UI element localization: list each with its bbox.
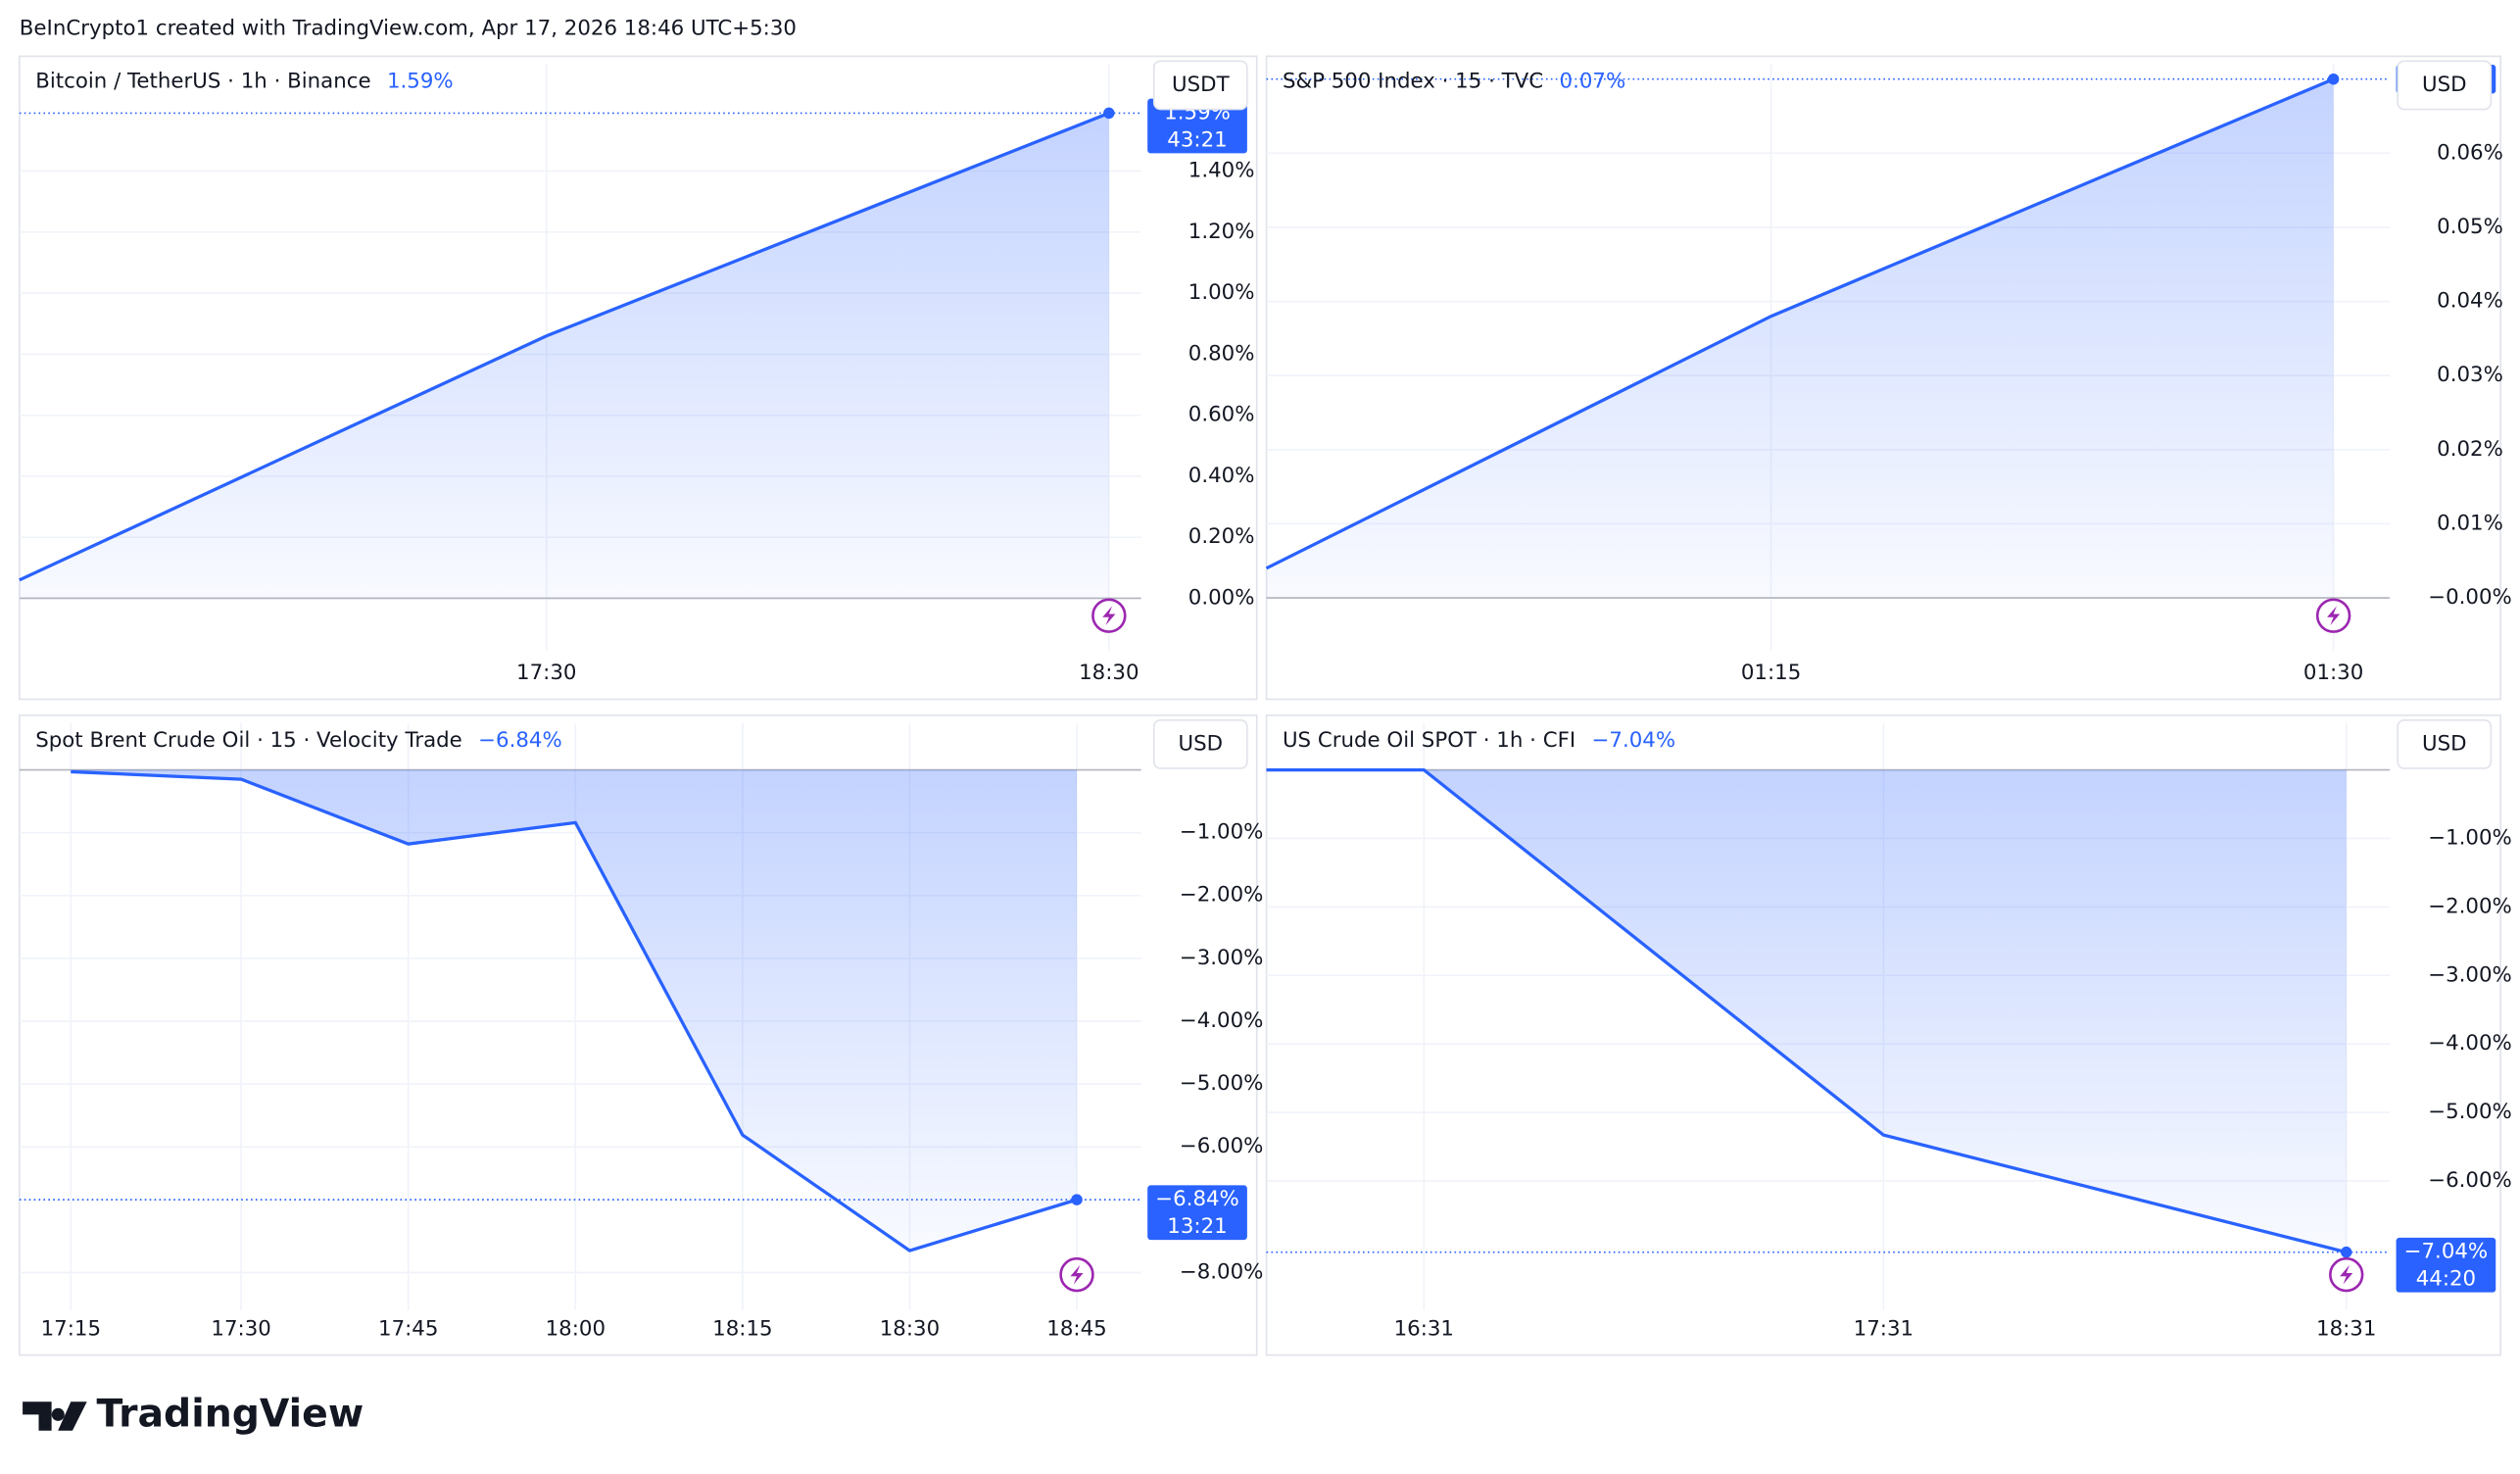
x-tick-label: 18:31 <box>2316 1316 2376 1341</box>
price-tag <box>2396 1237 2496 1293</box>
x-tick-label: 18:30 <box>880 1316 940 1341</box>
price-tag <box>1147 98 1247 154</box>
countdown: 13:21 <box>1167 1214 1227 1239</box>
y-tick-label: 0.05% <box>2437 215 2503 239</box>
unit-box <box>1152 718 1248 769</box>
y-tick-label: −4.00% <box>2428 1031 2512 1056</box>
unit-label: USDT <box>1172 73 1231 97</box>
y-tick-label: 0.03% <box>2437 363 2503 387</box>
unit-box <box>2397 60 2493 111</box>
y-tick-label: −1.00% <box>2428 825 2512 850</box>
y-tick-label: 1.20% <box>1188 220 1255 244</box>
y-tick-label: 0.06% <box>2437 140 2503 165</box>
price-tag <box>1147 1185 1247 1241</box>
y-tick-label: 0.20% <box>1188 524 1255 549</box>
x-tick-label: 17:30 <box>516 661 576 685</box>
line <box>1265 77 2335 570</box>
y-tick-label: −5.00% <box>2428 1100 2512 1124</box>
y-tick-label: −6.00% <box>1180 1134 1264 1158</box>
countdown: 43:21 <box>1167 127 1227 152</box>
x-tick-label: 01:15 <box>1741 661 1801 685</box>
price-tag-label: −7.04% <box>2404 1240 2489 1264</box>
y-tick-label: 0.40% <box>1188 464 1255 488</box>
y-tick-label: −5.00% <box>1180 1071 1264 1096</box>
line <box>19 111 1110 582</box>
area <box>71 769 1078 1252</box>
chart-title: US Crude Oil SPOT · 1h · CFI <box>1283 728 1575 753</box>
unit-label: USD <box>2422 731 2467 756</box>
unit-box <box>1152 60 1248 111</box>
y-tick-label: 0.02% <box>2437 437 2503 462</box>
y-tick-label: 0.60% <box>1188 403 1255 427</box>
change-label: −7.04% <box>1592 728 1676 753</box>
chart-panel: −1.00% −2.00% −3.00% −4.00% −5.00% −6.00% −8.0… <box>18 714 1264 1356</box>
chart-panel: −1.00% −2.00% −3.00% −4.00% −5.00% −6.00% 16:3… <box>1265 714 2512 1356</box>
y-tick-label: −3.00% <box>1180 946 1264 970</box>
chart-title: Spot Brent Crude Oil · 15 · Velocity Tra… <box>35 728 462 753</box>
y-tick-label: −3.00% <box>2428 962 2512 987</box>
last-point <box>1071 1194 1083 1205</box>
y-tick-label: −1.00% <box>1180 820 1264 845</box>
change-label: −6.84% <box>478 728 562 753</box>
chart-title: Bitcoin / TetherUS · 1h · Binance <box>35 70 370 94</box>
header-text: BeInCrypto1 created with TradingView.com… <box>20 17 797 41</box>
y-tick-label: −4.00% <box>1180 1008 1264 1033</box>
price-tag-label: −6.84% <box>1155 1187 1239 1211</box>
y-tick-label: 0.80% <box>1188 341 1255 366</box>
y-tick-label: 0.00% <box>1188 585 1255 610</box>
area <box>19 113 1109 599</box>
chart-panel: 0.00% 0.20% 0.40% 0.60% 0.80% 1.00% 1.20% 1.40%… <box>18 55 1258 701</box>
x-tick-label: 18:00 <box>546 1316 606 1341</box>
x-tick-label: 18:15 <box>712 1316 772 1341</box>
area <box>1266 78 2334 599</box>
line <box>1266 767 2348 1254</box>
logo-text: TradingView <box>97 1391 364 1436</box>
x-tick-label: 17:31 <box>1854 1316 1914 1341</box>
change-label: 1.59% <box>387 70 454 94</box>
event-bolt <box>2327 606 2341 626</box>
last-point <box>1103 107 1115 120</box>
change-label: 0.07% <box>1560 70 1626 94</box>
event-bolt <box>1070 1264 1084 1285</box>
unit-label: USD <box>2422 73 2467 97</box>
unit-label: USD <box>1179 731 1224 756</box>
y-tick-label: −2.00% <box>2428 894 2512 918</box>
x-tick-label: 16:31 <box>1394 1316 1454 1341</box>
event-bolt <box>1102 606 1116 626</box>
logo-icon <box>23 1401 87 1431</box>
y-tick-label: −2.00% <box>1180 883 1264 908</box>
x-tick-label: 17:30 <box>211 1316 270 1341</box>
area <box>1266 769 2347 1253</box>
unit-box <box>2397 718 2493 769</box>
y-tick-label: 0.01% <box>2437 511 2503 535</box>
line <box>71 769 1078 1253</box>
footer-logo: TradingView <box>23 1391 363 1436</box>
y-tick-label: 0.04% <box>2437 289 2503 314</box>
x-tick-label: 17:15 <box>41 1316 101 1341</box>
last-point <box>2340 1246 2352 1258</box>
y-tick-label: −6.00% <box>2428 1168 2512 1193</box>
y-tick-label: 1.40% <box>1188 159 1255 183</box>
x-tick-label: 01:30 <box>2303 661 2363 685</box>
x-tick-label: 18:30 <box>1079 661 1139 685</box>
chart-title: S&P 500 Index · 15 · TVC <box>1283 70 1543 94</box>
y-tick-label: 1.00% <box>1188 280 1255 305</box>
y-tick-label: −8.00% <box>1180 1260 1264 1285</box>
x-tick-label: 18:45 <box>1046 1316 1106 1341</box>
y-tick-label: −0.00% <box>2428 585 2512 610</box>
event-bolt <box>2340 1264 2353 1285</box>
chart-panel: −0.00% 0.01% 0.02% 0.03% 0.04% 0.05% 0.06% 01:1… <box>1265 55 2512 701</box>
last-point <box>2327 73 2340 85</box>
x-tick-label: 17:45 <box>378 1316 438 1341</box>
countdown: 44:20 <box>2416 1267 2476 1292</box>
